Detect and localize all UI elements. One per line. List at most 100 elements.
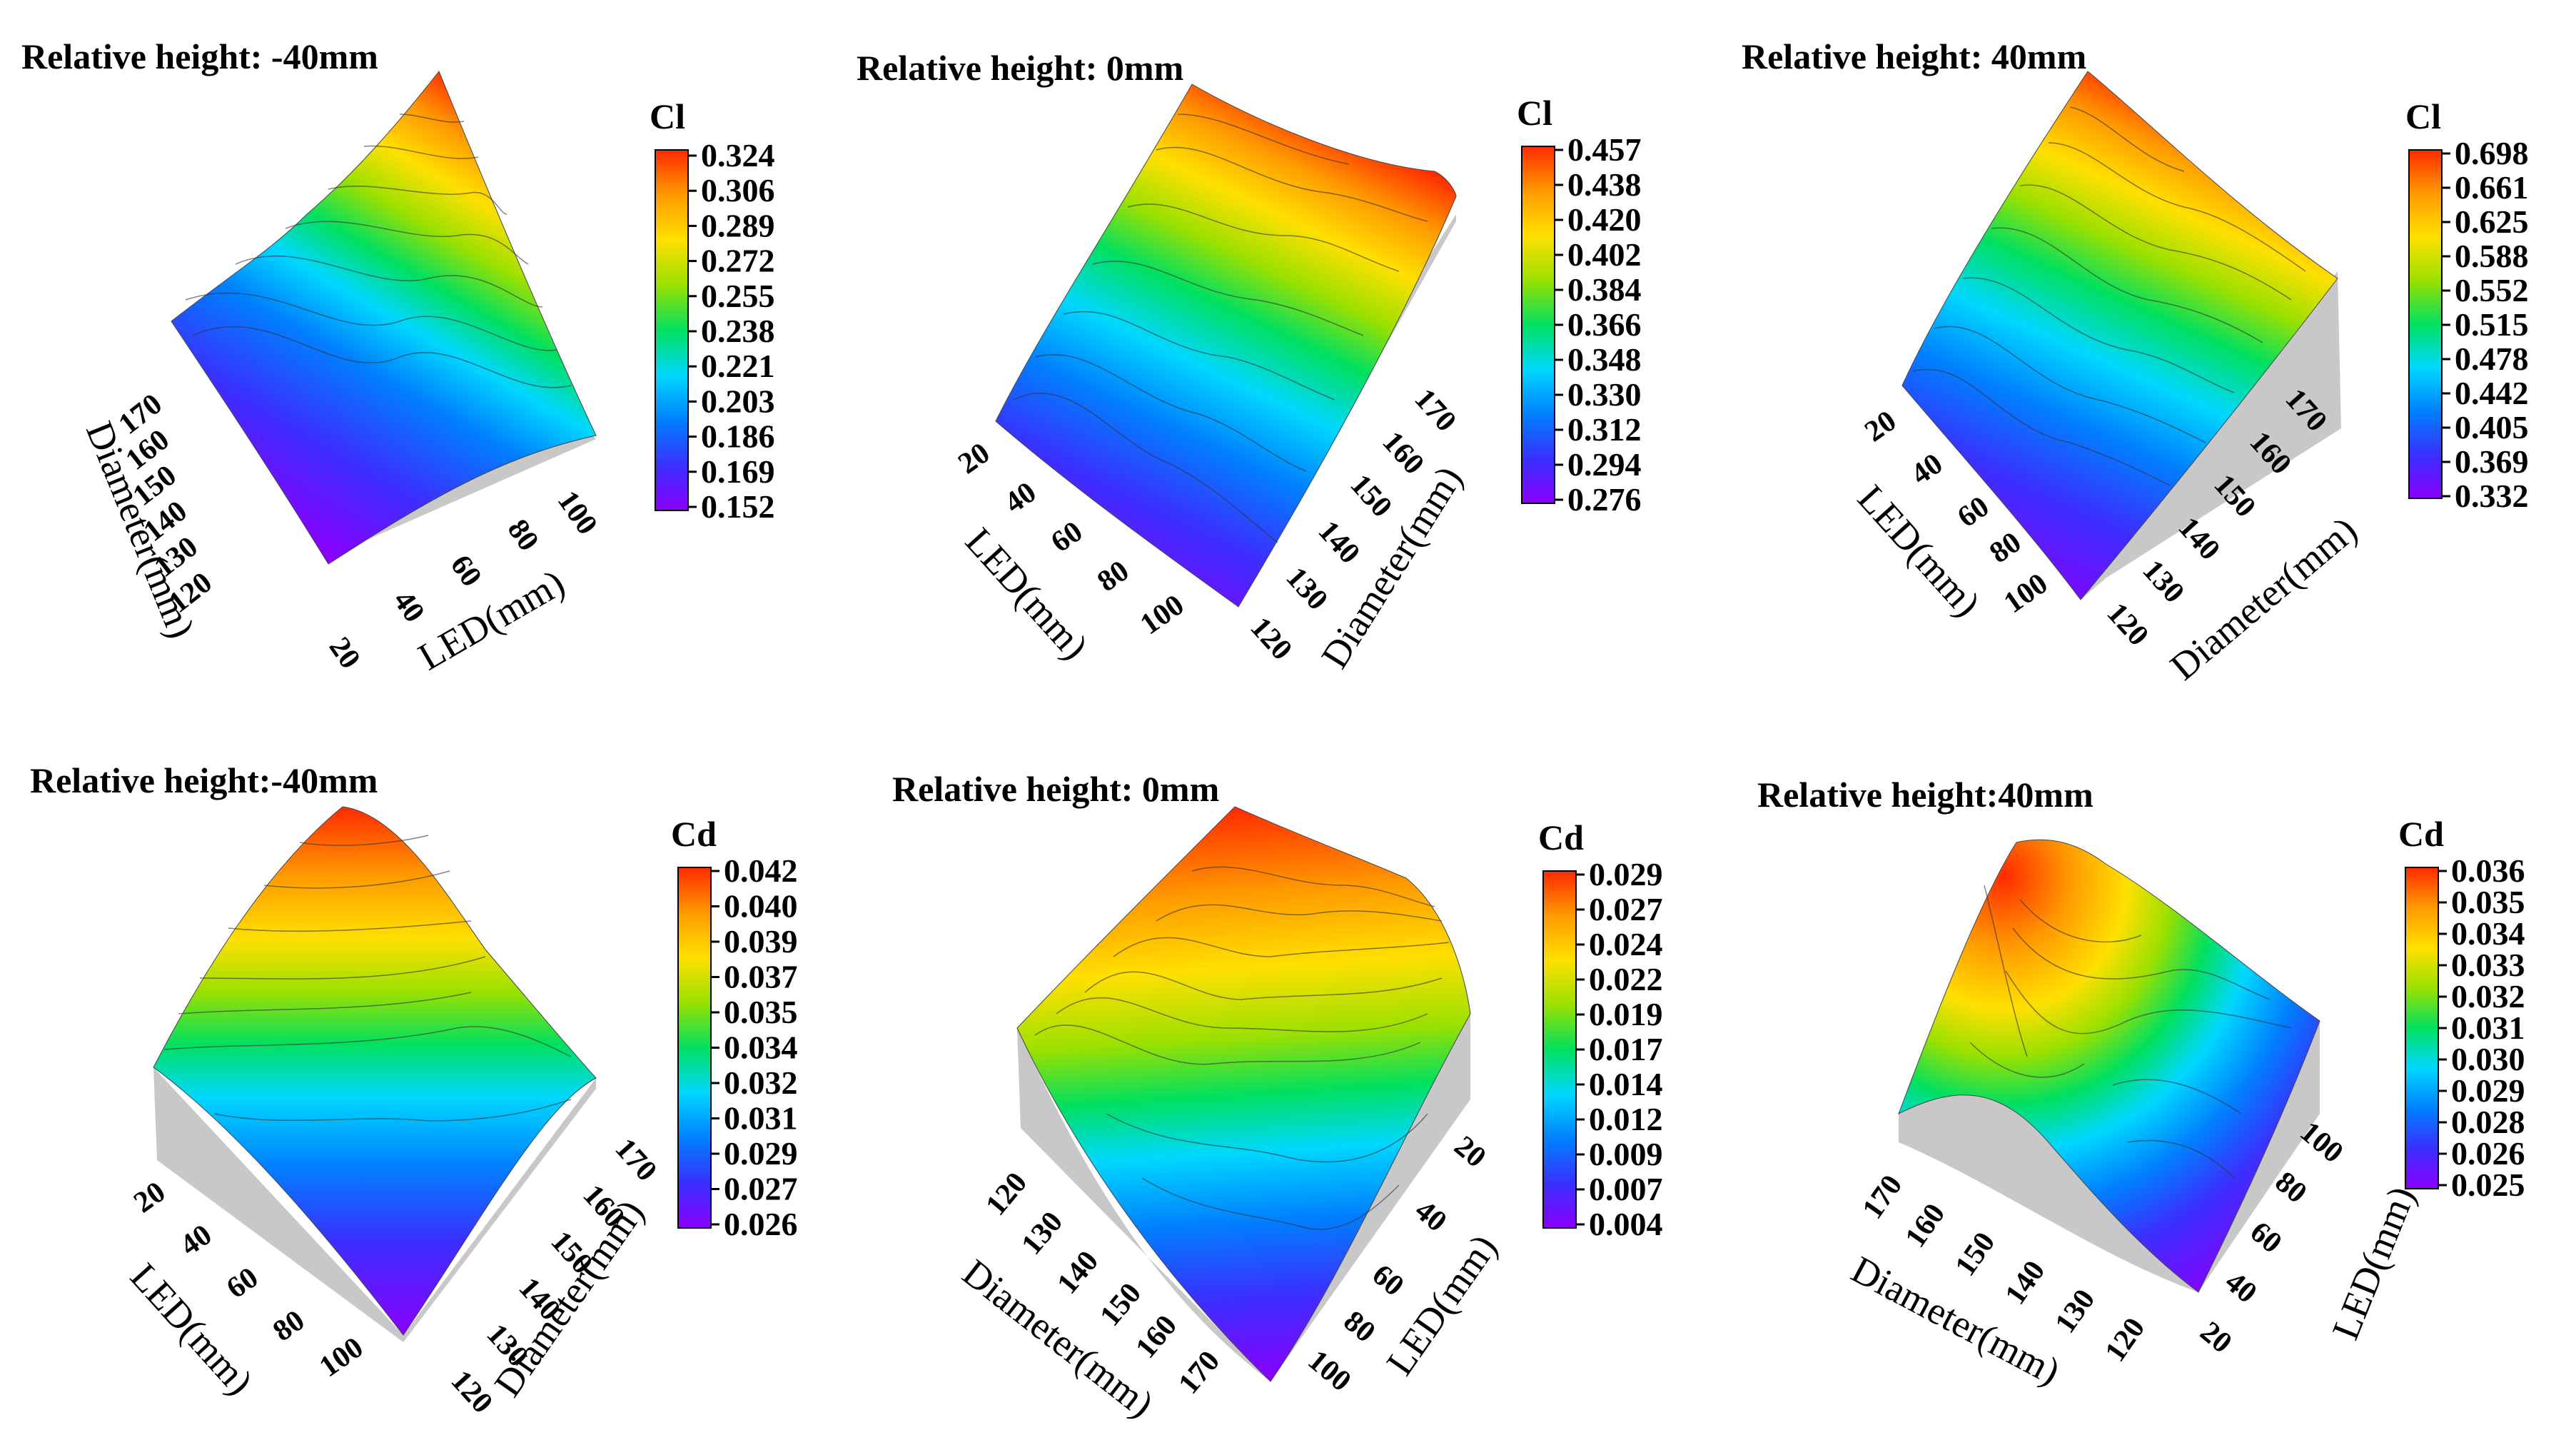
tick-label: 170 bbox=[1857, 1169, 1909, 1225]
tick-label: 130 bbox=[1280, 561, 1334, 617]
colorbar-tick-label: 0.037 bbox=[724, 959, 798, 995]
tick-label: 170 bbox=[609, 1132, 663, 1188]
colorbar-tick-label: 0.027 bbox=[1589, 891, 1663, 927]
tick-label: 120 bbox=[2101, 597, 2155, 653]
tick-label: 80 bbox=[1338, 1304, 1382, 1349]
colorbar-tick-label: 0.007 bbox=[1589, 1171, 1663, 1207]
tick-label: 170 bbox=[1172, 1345, 1226, 1401]
colorbar-tick-label: 0.203 bbox=[701, 383, 775, 419]
tick-label: 40 bbox=[1409, 1194, 1453, 1238]
tick-label: 80 bbox=[1984, 525, 2027, 570]
tick-label: 130 bbox=[2049, 1284, 2102, 1339]
tick-label: 60 bbox=[444, 549, 488, 593]
tick-label: 20 bbox=[1859, 404, 1902, 448]
contour-lines bbox=[185, 114, 572, 388]
axis-label: Diameter(mm) bbox=[1313, 458, 1470, 675]
colorbar-tick-label: 0.306 bbox=[701, 172, 775, 208]
colorbar-tick-label: 0.588 bbox=[2455, 238, 2529, 274]
panel-cd-minus40: Relative height:-40mm 20 40 60 80 100 LE… bbox=[30, 760, 798, 1420]
colorbar-title: Cl bbox=[1517, 93, 1552, 133]
tick-label: 40 bbox=[2219, 1265, 2263, 1309]
colorbar-bar bbox=[1521, 146, 1555, 504]
colorbar-tick-label: 0.289 bbox=[701, 207, 775, 243]
tick-label: 80 bbox=[1091, 554, 1135, 598]
colorbar: Cl 0.3240.3060.2890.2720.2550.2380.2210.… bbox=[650, 96, 775, 525]
tick-label: 100 bbox=[1998, 567, 2054, 620]
colorbar-tick-label: 0.026 bbox=[724, 1206, 798, 1242]
tick-label: 40 bbox=[999, 475, 1042, 520]
panel-title: Relative height:-40mm bbox=[30, 760, 378, 800]
colorbar: Cl 0.6980.6610.6250.5880.5520.5150.4780.… bbox=[2405, 96, 2529, 514]
tick-label: 20 bbox=[128, 1175, 171, 1219]
surface-wall bbox=[153, 1067, 596, 1342]
tick-label: 120 bbox=[2099, 1312, 2152, 1368]
panel-title: Relative height: -40mm bbox=[21, 36, 378, 76]
colorbar-tick-label: 0.478 bbox=[2455, 341, 2529, 377]
surface bbox=[153, 806, 597, 1336]
colorbar-tick-label: 0.034 bbox=[724, 1029, 798, 1066]
colorbar-tick-label: 0.405 bbox=[2455, 409, 2529, 445]
tick-label: 120 bbox=[979, 1167, 1034, 1222]
colorbar-tick-label: 0.384 bbox=[1567, 271, 1642, 308]
colorbar-tick-label: 0.032 bbox=[724, 1064, 798, 1101]
colorbar-tick-label: 0.402 bbox=[1567, 236, 1642, 273]
tick-label: 140 bbox=[1312, 515, 1366, 570]
contour-lines bbox=[163, 835, 572, 1122]
surface-wall bbox=[1899, 1094, 2198, 1292]
tick-label: 130 bbox=[1015, 1206, 1069, 1262]
colorbar: Cd 0.0360.0350.0340.0330.0320.0310.0300.… bbox=[2398, 814, 2525, 1203]
colorbar-tick-label: 0.014 bbox=[1589, 1066, 1663, 1102]
colorbar-tick-label: 0.552 bbox=[2455, 272, 2529, 308]
tick-label: 150 bbox=[1093, 1277, 1148, 1333]
panel-cl-40: Relative height: 40mm 20 40 60 80 100 LE… bbox=[1742, 36, 2529, 688]
colorbar-tick-label: 0.255 bbox=[701, 278, 775, 314]
tick-label: 150 bbox=[1949, 1227, 2002, 1282]
colorbar-tick-label: 0.332 bbox=[2455, 478, 2529, 514]
colorbar-tick-label: 0.028 bbox=[2451, 1104, 2525, 1140]
colorbar-tick-label: 0.661 bbox=[2455, 169, 2529, 206]
contour-lines bbox=[1912, 106, 2306, 486]
tick-label: 170 bbox=[1408, 383, 1463, 438]
colorbar-tick-label: 0.221 bbox=[701, 348, 775, 384]
tick-label: 60 bbox=[2244, 1215, 2288, 1259]
tick-label: 130 bbox=[2136, 554, 2191, 610]
colorbar-bar bbox=[1542, 870, 1577, 1229]
contour-lines bbox=[1969, 885, 2292, 1179]
tick-label: 100 bbox=[1302, 1344, 1358, 1398]
colorbar: Cd 0.0290.0270.0240.0220.0190.0170.0140.… bbox=[1538, 817, 1663, 1242]
tick-label: 160 bbox=[1129, 1309, 1183, 1365]
colorbar-tick-label: 0.625 bbox=[2455, 203, 2529, 240]
colorbar-tick-label: 0.515 bbox=[2455, 306, 2529, 343]
colorbar-tick-label: 0.330 bbox=[1567, 376, 1642, 413]
colorbar-tick-label: 0.031 bbox=[2451, 1010, 2525, 1046]
tick-label: 40 bbox=[1905, 447, 1949, 491]
panel-title: Relative height:40mm bbox=[1757, 775, 2093, 815]
axis-label: LED(mm) bbox=[411, 561, 572, 678]
tick-label: 40 bbox=[174, 1218, 218, 1262]
panel-cd-0: Relative height: 0mm 120 130 140 150 160… bbox=[892, 769, 1663, 1426]
colorbar-title: Cl bbox=[650, 96, 685, 136]
surface bbox=[1898, 839, 2320, 1293]
colorbar-tick-label: 0.009 bbox=[1589, 1136, 1663, 1172]
colorbar-title: Cl bbox=[2405, 96, 2441, 136]
surface bbox=[1901, 71, 2338, 600]
colorbar-tick-label: 0.324 bbox=[701, 137, 775, 173]
colorbar: Cd 0.0420.0400.0390.0370.0350.0340.0320.… bbox=[671, 814, 798, 1242]
colorbar-tick-label: 0.420 bbox=[1567, 201, 1642, 238]
colorbar-tick-label: 0.438 bbox=[1567, 166, 1642, 203]
colorbar-tick-label: 0.035 bbox=[2451, 884, 2525, 920]
colorbar-tick-label: 0.366 bbox=[1567, 306, 1642, 343]
panel-cl-0: Relative height: 0mm 20 40 60 80 100 LED… bbox=[857, 48, 1642, 675]
panel-title: Relative height: 0mm bbox=[857, 48, 1183, 88]
colorbar-tick-label: 0.312 bbox=[1567, 411, 1642, 448]
colorbar-tick-label: 0.029 bbox=[2451, 1072, 2525, 1109]
panel-cd-40: Relative height:40mm 170 160 150 140 130… bbox=[1757, 775, 2525, 1393]
colorbar-tick-label: 0.186 bbox=[701, 418, 775, 455]
colorbar-bar bbox=[2405, 867, 2439, 1189]
colorbar-tick-label: 0.017 bbox=[1589, 1031, 1663, 1067]
tick-label: 20 bbox=[323, 631, 367, 675]
colorbar-tick-label: 0.457 bbox=[1567, 131, 1642, 168]
tick-label: 160 bbox=[1899, 1198, 1952, 1254]
contour-lines bbox=[1034, 866, 1450, 1230]
